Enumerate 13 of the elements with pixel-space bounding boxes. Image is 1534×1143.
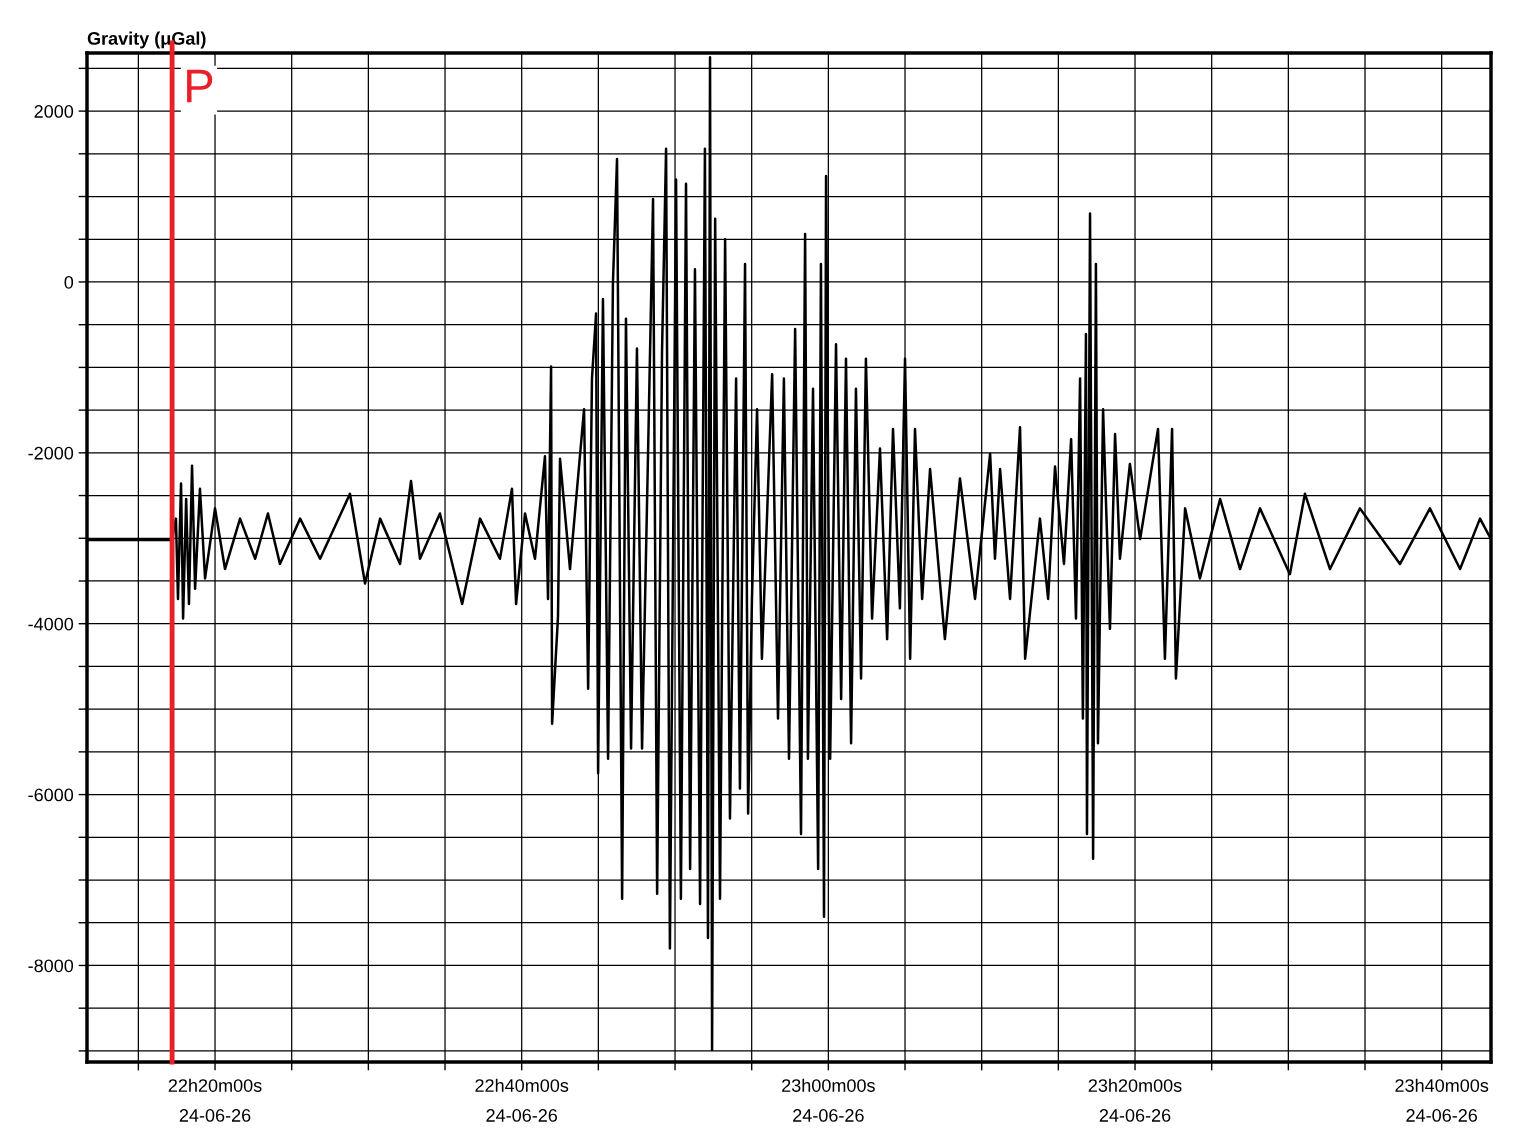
y-tick-label: 2000 xyxy=(34,105,74,118)
ref-line-label: P xyxy=(187,69,213,103)
chart-title: Gravity (μGal) xyxy=(87,31,206,49)
x-tick-label: 23h20m00s 24-06-26 xyxy=(1088,1078,1182,1122)
y-tick-label: 0 xyxy=(64,275,74,289)
y-tick-label: -8000 xyxy=(28,959,74,973)
y-tick-label: -2000 xyxy=(28,446,74,460)
x-tick-label: 22h20m00s 24-06-26 xyxy=(168,1078,262,1122)
y-tick-label: -4000 xyxy=(28,617,74,631)
x-tick-label: 23h00m00s 24-06-26 xyxy=(782,1078,875,1122)
x-tick-label: 22h40m00s 24-06-26 xyxy=(475,1078,569,1122)
x-tick-label: 23h40m00s 24-06-26 xyxy=(1395,1078,1489,1122)
y-tick-label: -6000 xyxy=(28,788,74,802)
